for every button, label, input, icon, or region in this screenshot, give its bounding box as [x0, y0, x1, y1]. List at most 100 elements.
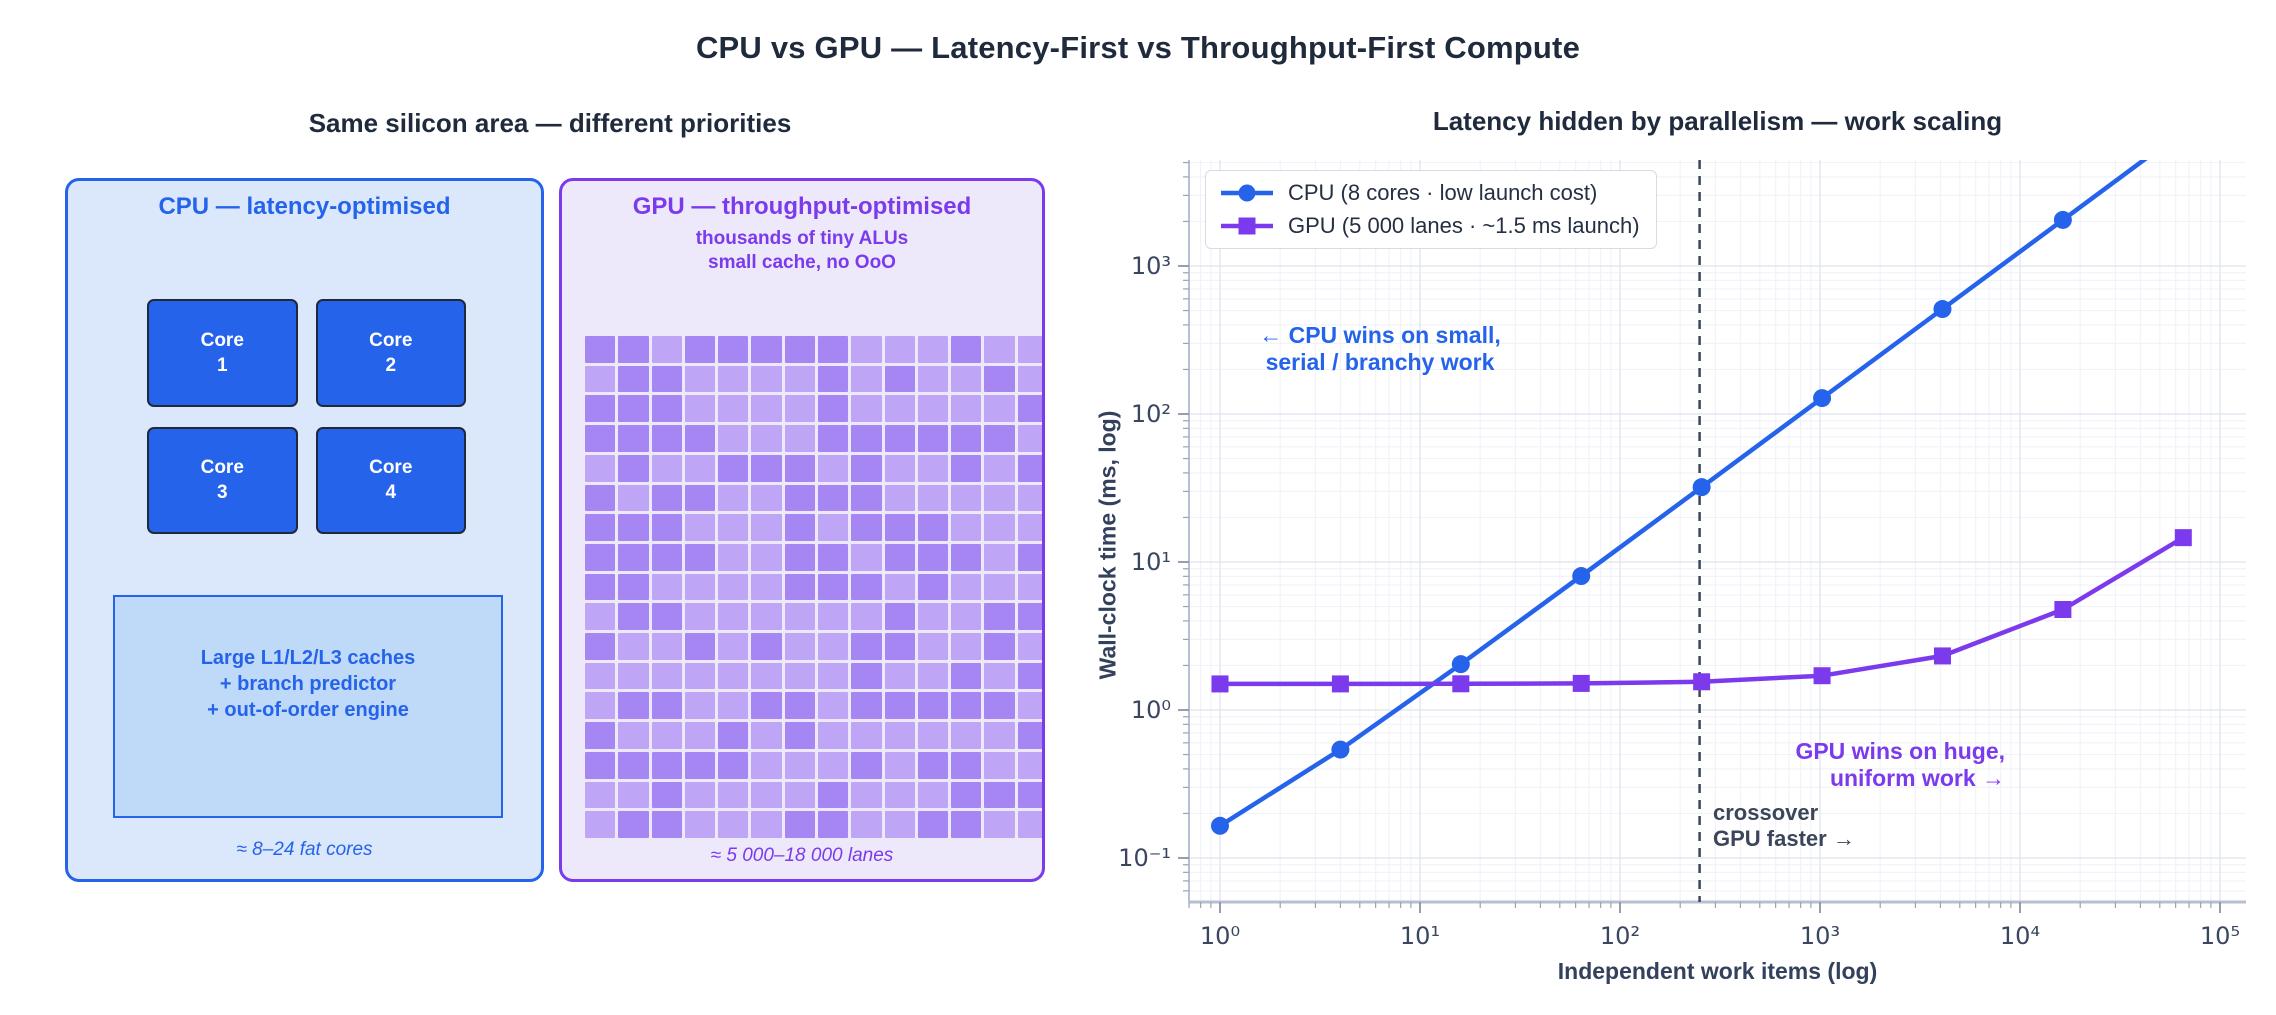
- alu-cell: [684, 514, 716, 541]
- alu-cell: [751, 633, 782, 660]
- alu-cell: [851, 633, 882, 660]
- gpu-panel-title: GPU — throughput-optimised: [632, 193, 972, 220]
- legend-label-cpu: CPU (8 cores · low launch cost): [1288, 180, 1598, 205]
- cpu-data-point: [1331, 740, 1350, 759]
- alu-cell: [585, 692, 616, 720]
- alu-cell: [917, 722, 949, 749]
- alu-cell: [884, 811, 915, 838]
- alu-cell: [585, 633, 616, 660]
- silicon-diagram: Same silicon area — different priorities…: [45, 100, 1055, 1000]
- alu-cell: [884, 573, 915, 601]
- alu-cell: [684, 454, 716, 482]
- alu-cell: [851, 336, 882, 363]
- alu-cell: [951, 573, 982, 601]
- alu-cell: [818, 543, 849, 571]
- alu-cell: [651, 781, 682, 809]
- alu-cell: [851, 781, 882, 809]
- alu-cell: [684, 336, 716, 363]
- annotation-gpu-wins: GPU wins on huge, uniform work →: [1795, 738, 2005, 791]
- alu-cell: [718, 395, 749, 423]
- alu-cell: [585, 781, 616, 809]
- alu-cell: [951, 603, 982, 631]
- alu-cell: [818, 573, 849, 601]
- alu-cell: [784, 751, 815, 779]
- cpu-data-point: [1692, 478, 1711, 497]
- alu-cell: [618, 722, 649, 749]
- alu-cell: [1017, 395, 1042, 423]
- x-axis-label: Independent work items (log): [1557, 958, 1878, 984]
- alu-cell: [917, 692, 949, 720]
- alu-cell: [718, 454, 749, 482]
- cpu-cache-box: Large L1/L2/L3 caches + branch predictor…: [113, 595, 503, 818]
- alu-cell: [951, 633, 982, 660]
- alu-cell: [951, 781, 982, 809]
- alu-cell: [917, 633, 949, 660]
- alu-cell: [618, 543, 649, 571]
- alu-cell: [884, 543, 915, 571]
- alu-cell: [784, 365, 815, 393]
- alu-cell: [884, 395, 915, 423]
- annotation-crossover: crossover GPU faster →: [1713, 800, 1855, 851]
- alu-cell: [951, 514, 982, 541]
- chart-title: Latency hidden by parallelism — work sca…: [1432, 106, 2003, 136]
- alu-cell: [951, 751, 982, 779]
- alu-cell: [684, 484, 716, 512]
- alu-cell: [751, 662, 782, 690]
- alu-cell: [684, 633, 716, 660]
- alu-cell: [818, 484, 849, 512]
- alu-cell: [585, 722, 616, 749]
- alu-cell: [951, 811, 982, 838]
- alu-cell: [984, 484, 1015, 512]
- alu-cell: [884, 484, 915, 512]
- alu-cell: [651, 603, 682, 631]
- alu-cell: [851, 543, 882, 571]
- alu-cell: [818, 751, 849, 779]
- alu-cell: [618, 603, 649, 631]
- alu-cell: [618, 454, 649, 482]
- alu-cell: [818, 336, 849, 363]
- alu-cell: [818, 425, 849, 452]
- alu-cell: [585, 662, 616, 690]
- alu-cell: [984, 811, 1015, 838]
- annotation-cpu-wins: ← CPU wins on small, serial / branchy wo…: [1259, 322, 1501, 375]
- alu-cell: [851, 484, 882, 512]
- svg-text:10⁰: 10⁰: [1200, 922, 1240, 950]
- alu-cell: [1017, 425, 1042, 452]
- alu-cell: [651, 514, 682, 541]
- alu-cell: [718, 365, 749, 393]
- alu-cell: [784, 722, 815, 749]
- alu-cell: [951, 365, 982, 393]
- alu-cell: [784, 425, 815, 452]
- alu-cell: [984, 662, 1015, 690]
- alu-cell: [851, 514, 882, 541]
- alu-cell: [784, 336, 815, 363]
- alu-cell: [718, 573, 749, 601]
- alu-cell: [984, 425, 1015, 452]
- series-group: [1211, 160, 2192, 835]
- gpu-data-point: [2054, 600, 2072, 618]
- alu-cell: [585, 603, 616, 631]
- alu-cell: [1017, 484, 1042, 512]
- alu-cell: [818, 692, 849, 720]
- alu-cell: [684, 425, 716, 452]
- alu-cell: [751, 454, 782, 482]
- alu-cell: [751, 751, 782, 779]
- alu-cell: [784, 633, 815, 660]
- alu-cell: [951, 662, 982, 690]
- alu-cell: [751, 484, 782, 512]
- cpu-data-point: [1813, 389, 1832, 408]
- alu-cell: [851, 722, 882, 749]
- alu-cell: [651, 722, 682, 749]
- alu-cell: [917, 365, 949, 393]
- cpu-data-point: [1211, 816, 1229, 835]
- alu-cell: [951, 543, 982, 571]
- alu-cell: [618, 573, 649, 601]
- cpu-core-2: Core 2: [315, 299, 466, 407]
- alu-cell: [751, 543, 782, 571]
- alu-cell: [984, 543, 1015, 571]
- alu-cell: [784, 484, 815, 512]
- alu-cell: [718, 484, 749, 512]
- svg-text:10³: 10³: [1800, 922, 1840, 950]
- alu-cell: [651, 633, 682, 660]
- alu-cell: [984, 336, 1015, 363]
